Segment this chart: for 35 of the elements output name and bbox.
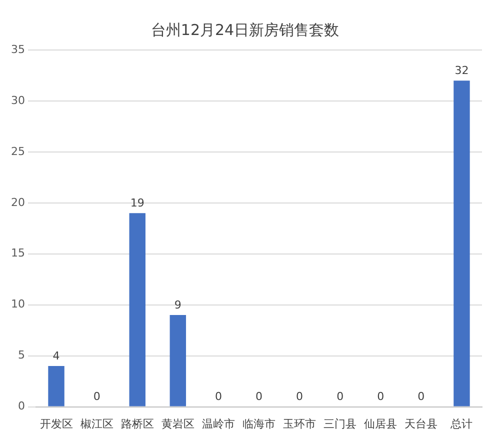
- data-label: 0: [296, 390, 304, 404]
- bar: [170, 315, 186, 406]
- x-tick-label: 天台县: [404, 417, 438, 430]
- y-tick-label: 20: [10, 196, 25, 209]
- y-tick-label: 0: [18, 400, 25, 413]
- data-label: 0: [377, 390, 384, 404]
- data-label: 0: [214, 390, 222, 404]
- chart-title: 台州12月24日新房销售套数: [150, 20, 340, 39]
- x-tick-label: 临海市: [242, 417, 276, 430]
- y-tick-label: 10: [10, 298, 25, 311]
- bar: [48, 366, 64, 406]
- data-label: 0: [93, 390, 100, 404]
- x-tick-label: 黄岩区: [161, 417, 194, 430]
- x-tick-label: 仙居县: [364, 417, 398, 430]
- data-label: 0: [336, 390, 344, 404]
- bar: [129, 213, 146, 406]
- data-label: 0: [418, 390, 425, 404]
- x-tick-label: 椒江区: [80, 417, 114, 430]
- data-label: 0: [256, 390, 262, 404]
- y-tick-label: 25: [10, 144, 25, 158]
- y-tick-label: 15: [10, 246, 25, 260]
- x-tick-label: 总计: [450, 417, 473, 430]
- x-tick-label: 温岭市: [202, 417, 235, 430]
- y-tick-label: 5: [18, 348, 25, 362]
- x-tick-label: 三门县: [324, 417, 357, 430]
- x-tick-label: 路桥区: [120, 417, 154, 430]
- y-tick-label: 35: [10, 42, 25, 56]
- data-label: 4: [52, 349, 60, 362]
- data-label: 9: [174, 298, 182, 312]
- x-tick-label: 开发区: [40, 417, 73, 430]
- bar: [454, 80, 470, 406]
- x-tick-label: 玉环市: [283, 417, 316, 430]
- data-label: 19: [130, 196, 144, 210]
- data-label: 32: [454, 64, 469, 77]
- y-tick-label: 30: [10, 94, 25, 107]
